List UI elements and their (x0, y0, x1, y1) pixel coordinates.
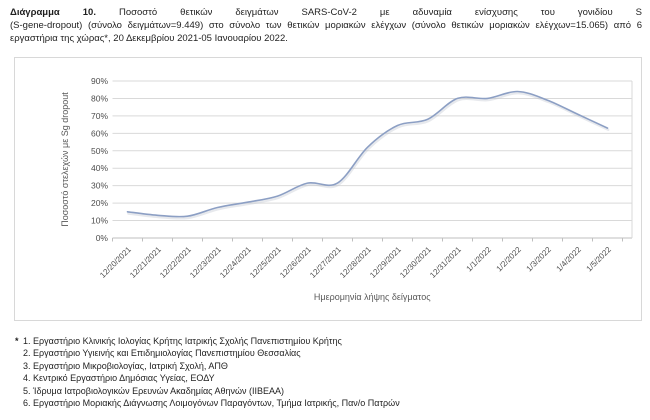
y-axis-tick-label: 40% (91, 163, 108, 173)
figure-caption: Διάγραμμα 10. Ποσοστό θετικών δειγμάτων … (10, 6, 642, 46)
series-line-shadow (127, 92, 610, 220)
line-chart: 0%10%20%30%40%50%60%70%80%90%12/20/20211… (60, 76, 633, 302)
y-axis-tick-label: 20% (91, 198, 108, 208)
x-axis-title: Ημερομηνία λήψης δείγματος (314, 292, 431, 302)
y-axis-tick-label: 30% (91, 181, 108, 191)
footnote-item: 3. Εργαστήριο Μικροβιολογίας, Ιατρική Σχ… (23, 360, 228, 371)
footnote-item: 6. Εργαστήριο Μοριακής Διάγνωσης Λοιμογό… (23, 398, 400, 409)
footnote-item: 2. Εργαστήριο Υγιεινής και Επιδημιολογία… (23, 348, 301, 359)
y-axis-tick-label: 90% (91, 76, 108, 86)
x-axis-tick-label: 1/4/2022 (555, 245, 584, 274)
caption-line-3: εργαστήρια της χώρας*, 20 Δεκεμβρίου 202… (10, 33, 288, 45)
x-axis-tick-label: 1/2/2022 (495, 245, 524, 274)
y-axis-title: Ποσοστό στελεχών με Sg dropout (60, 92, 70, 227)
footnote-asterisk: * (15, 336, 19, 346)
x-axis-tick-label: 1/5/2022 (585, 245, 614, 274)
footnote-item: 1. Εργαστήριο Κλινικής Ιολογίας Κρήτης Ι… (23, 336, 342, 346)
x-axis-tick-label: 12/31/2021 (428, 245, 463, 280)
y-axis-tick-label: 50% (91, 146, 108, 156)
chart-area: 0% 10% 20% 30% 40% 50% 60% 70% 80% 90% 12/20/2021 1… (14, 57, 642, 321)
y-axis-tick-label: 60% (91, 128, 108, 138)
y-axis-tick-label: 0% (96, 233, 109, 243)
footnotes: * 1. Εργαστήριο Κλινικής Ιολογίας Κρήτης… (15, 335, 635, 409)
footnote-item: 4. Κεντρικό Εργαστήριο Δημόσιας Υγείας, … (23, 373, 215, 384)
x-axis-tick-label: 1/1/2022 (465, 245, 494, 274)
caption-line-1: Διάγραμμα 10. Ποσοστό θετικών δειγμάτων … (10, 6, 642, 19)
footnote-list: 1. Εργαστήριο Κλινικής Ιολογίας Κρήτης Ι… (23, 335, 635, 409)
footnote-item: 5. Ίδρυμα Ιατροβιολογικών Ερευνών Ακαδημ… (23, 385, 285, 396)
series-line (126, 90, 609, 218)
x-axis-tick-label: 1/3/2022 (525, 245, 554, 274)
y-axis-tick-label: 10% (91, 216, 108, 226)
y-axis-tick-label: 80% (91, 93, 108, 103)
caption-diagram-label: Διάγραμμα 10. (10, 7, 96, 18)
caption-line-2: (S-gene-dropout) (σύνολο δειγμάτων=9.449… (10, 20, 642, 32)
y-axis-tick-label: 70% (91, 111, 108, 121)
caption-line-1-text: Ποσοστό θετικών δειγμάτων SARS-CoV-2 με … (118, 7, 642, 18)
